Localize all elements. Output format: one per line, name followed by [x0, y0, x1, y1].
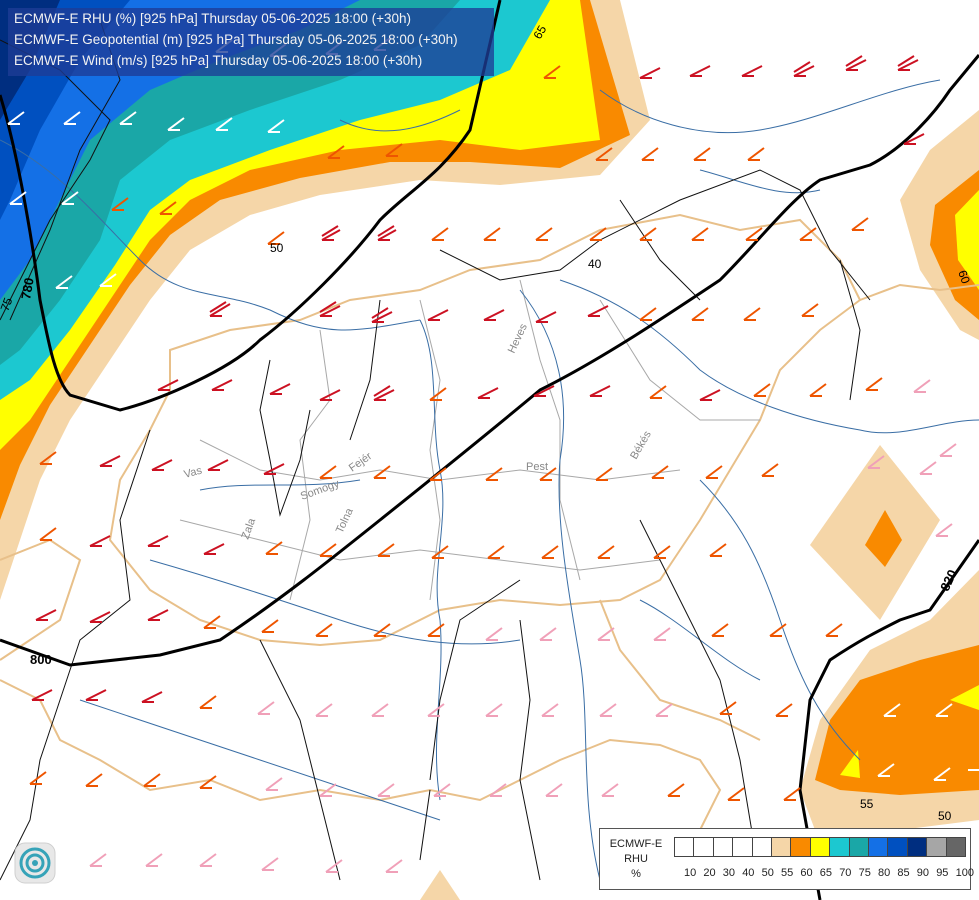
legend-tick-label: 55 [781, 867, 794, 879]
label-tolna: Tolna [334, 506, 356, 536]
legend-title-line2: RHU [624, 853, 648, 865]
county-lines [179, 279, 760, 601]
label-bekes: Békés [628, 429, 654, 462]
label-zala: Zala [240, 516, 259, 541]
legend-swatch [848, 837, 869, 857]
label-rhu-50a: 50 [270, 241, 284, 255]
label-geo-780: 780 [18, 277, 37, 301]
wind-barbs-moderate [29, 65, 883, 801]
legend-swatch [945, 837, 966, 857]
legend-tick-label: 80 [878, 867, 891, 879]
contour-labels: 780 800 820 50 40 65 75 60 55 50 [0, 23, 973, 823]
legend-tick-label: 60 [800, 867, 813, 879]
legend-unit: % [631, 868, 641, 880]
legend-title: ECMWF-E RHU % [604, 837, 668, 882]
legend-title-line1: ECMWF-E [609, 838, 663, 850]
legend-swatch [771, 837, 792, 857]
borders [0, 213, 979, 831]
rhu-band-northwest [0, 0, 650, 900]
legend-tick-label: 50 [761, 867, 774, 879]
label-rhu-40: 40 [588, 257, 602, 271]
wind-barbs-strong [31, 55, 925, 703]
legend-swatch [732, 837, 753, 857]
legend-tick-label: 100 [955, 867, 974, 879]
legend-tick-label: 40 [742, 867, 755, 879]
legend-tick-label: 65 [819, 867, 833, 879]
legend-swatch [906, 837, 928, 857]
legend-swatch [693, 837, 714, 857]
header-wind-line: ECMWF-E Wind (m/s) [925 hPa] Thursday 05… [14, 53, 423, 68]
legend-tick-label: 20 [703, 867, 716, 879]
place-labels: Vas Zala Somogy Tolna Fejér Pest Békés H… [183, 321, 654, 541]
legend-tick-label: 70 [839, 867, 852, 879]
ecmwf-swirl-logo-icon [14, 842, 56, 884]
legend-tick-label: 75 [858, 867, 871, 879]
rivers [0, 79, 979, 881]
legend-swatch [868, 837, 889, 857]
legend-swatch [790, 837, 811, 857]
legend-tick-label: 90 [916, 867, 930, 879]
legend-swatch [926, 837, 947, 857]
label-rhu-50b: 50 [938, 809, 952, 823]
label-geo-800: 800 [30, 652, 52, 667]
legend-swatch [829, 837, 850, 857]
label-rhu-75: 75 [0, 295, 15, 313]
label-heves: Heves [506, 321, 530, 355]
legend-swatch [751, 837, 772, 857]
map-header: ECMWF-E RHU (%) [925 hPa] Thursday 05-06… [8, 8, 494, 76]
legend-swatch [887, 837, 908, 857]
rhu-legend: ECMWF-E RHU % 10 20 30 40 50 55 60 65 70 75 80 85 90… [599, 828, 974, 890]
legend-tick-label: 10 [684, 867, 697, 879]
legend-tick-label: 85 [897, 867, 910, 879]
legend-tick-label: 30 [722, 867, 736, 879]
label-vas: Vas [183, 464, 204, 480]
label-fejer: Fejér [347, 450, 375, 474]
legend-swatch [809, 837, 831, 857]
legend-swatch [712, 837, 734, 857]
label-rhu-60: 60 [955, 268, 973, 286]
label-pest: Pest [526, 461, 548, 473]
label-rhu-55: 55 [860, 797, 874, 811]
header-geopotential-line: ECMWF-E Geopotential (m) [925 hPa] Thurs… [14, 32, 458, 47]
wind-barbs-weak [89, 379, 957, 873]
rhu-band-east [800, 110, 979, 830]
header-rhu-line: ECMWF-E RHU (%) [925 hPa] Thursday 05-06… [14, 11, 412, 26]
label-rhu-65: 65 [530, 23, 549, 42]
legend-swatch [674, 837, 695, 857]
legend-tick-label: 95 [936, 867, 949, 879]
